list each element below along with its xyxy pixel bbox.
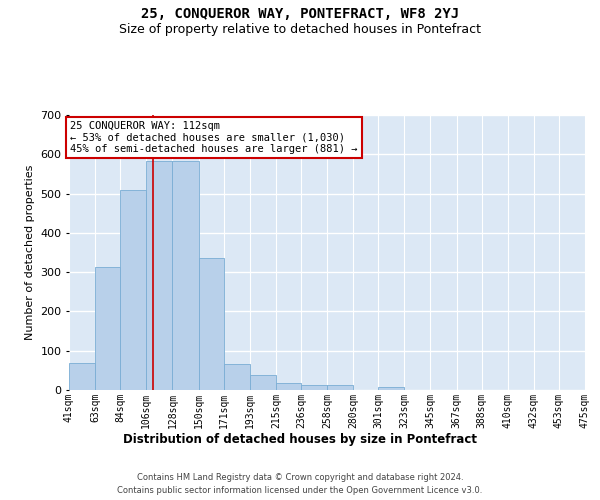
Y-axis label: Number of detached properties: Number of detached properties [25, 165, 35, 340]
Bar [276, 383, 301, 390]
Bar [199, 258, 224, 390]
Text: Distribution of detached houses by size in Pontefract: Distribution of detached houses by size … [123, 432, 477, 446]
Text: Size of property relative to detached houses in Pontefract: Size of property relative to detached ho… [119, 22, 481, 36]
Text: 25 CONQUEROR WAY: 112sqm
← 53% of detached houses are smaller (1,030)
45% of sem: 25 CONQUEROR WAY: 112sqm ← 53% of detach… [70, 121, 358, 154]
Text: 25, CONQUEROR WAY, PONTEFRACT, WF8 2YJ: 25, CONQUEROR WAY, PONTEFRACT, WF8 2YJ [141, 8, 459, 22]
Text: Contains public sector information licensed under the Open Government Licence v3: Contains public sector information licen… [118, 486, 482, 495]
Bar [120, 190, 146, 390]
Bar [69, 362, 95, 390]
Bar [146, 162, 172, 390]
Bar [301, 386, 327, 390]
Bar [327, 386, 353, 390]
Bar [172, 162, 199, 390]
Text: Contains HM Land Registry data © Crown copyright and database right 2024.: Contains HM Land Registry data © Crown c… [137, 472, 463, 482]
Bar [224, 364, 250, 390]
Bar [378, 387, 404, 390]
Bar [250, 376, 276, 390]
Bar [95, 268, 120, 390]
